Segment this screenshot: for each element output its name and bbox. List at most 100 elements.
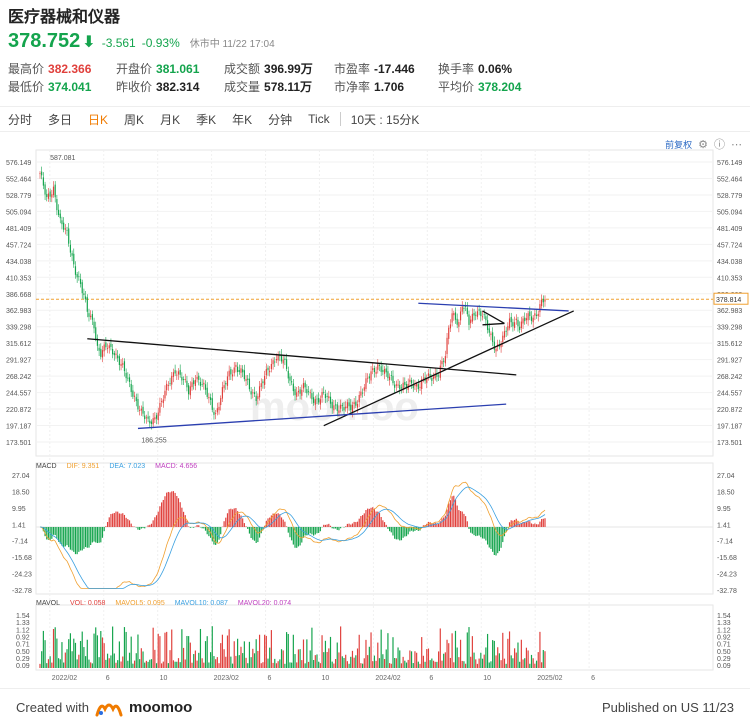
candle-body xyxy=(277,354,279,361)
high-label: 587.081 xyxy=(50,155,75,162)
candle-body xyxy=(270,364,272,370)
x-tick-label: 6 xyxy=(429,675,433,682)
stat-item: 市净率 1.706 xyxy=(334,78,438,96)
macd-tick-left: -15.68 xyxy=(12,555,32,562)
candle-body xyxy=(262,381,264,384)
candle-body xyxy=(112,349,114,355)
price-tick-left: 244.557 xyxy=(6,391,31,398)
candle-body xyxy=(503,331,506,338)
candle-body xyxy=(113,352,115,356)
mavol-legend-name: MAVOL xyxy=(36,599,60,607)
stat-item: 昨收价 382.314 xyxy=(116,78,224,96)
price-tick-right: 244.557 xyxy=(717,391,742,398)
candle-body xyxy=(133,395,136,397)
stats-row: 最低价 374.041 昨收价 382.314 成交量 578.11万 市净率 1.706 平均… xyxy=(8,78,748,96)
candle-body xyxy=(459,311,462,321)
candle-body xyxy=(218,406,220,411)
candle-body xyxy=(301,389,303,396)
candle-body xyxy=(235,364,237,367)
tab-5[interactable]: 季K xyxy=(196,112,217,127)
macd-tick-right: -15.68 xyxy=(717,555,737,562)
candle-body xyxy=(204,384,207,390)
gear-icon[interactable]: ⚙ xyxy=(698,138,708,151)
candle-body xyxy=(348,402,350,407)
candle-body xyxy=(91,314,93,320)
brand: Created with moomoo xyxy=(16,699,192,717)
candle-body xyxy=(448,327,450,339)
candle-body xyxy=(226,376,229,386)
dots-icon[interactable]: ⋯ xyxy=(731,138,742,151)
vol-tick-right: 0.92 xyxy=(717,634,731,641)
panel-frame xyxy=(35,462,714,595)
candle-body xyxy=(478,309,480,311)
candle-body xyxy=(289,376,291,381)
macd-tick-left: -24.23 xyxy=(12,572,32,579)
candle-body xyxy=(237,366,239,372)
stat-value: 396.99万 xyxy=(264,62,313,76)
candle-body xyxy=(167,385,169,386)
candle-body xyxy=(188,385,190,395)
price-tick-right: 220.872 xyxy=(717,407,742,414)
candle-body xyxy=(500,343,502,348)
candle-body xyxy=(228,370,230,377)
candle-body xyxy=(242,369,244,373)
tab-8[interactable]: Tick xyxy=(308,112,330,126)
candle-body xyxy=(105,342,107,348)
adjust-toggle[interactable]: 前复权 xyxy=(665,139,693,150)
price-tick-left: 552.464 xyxy=(6,176,31,183)
candle-body xyxy=(345,406,347,409)
price-tick-left: 528.779 xyxy=(6,193,31,200)
stat-value: 378.204 xyxy=(478,80,522,94)
candle-body xyxy=(358,394,360,403)
candle-body xyxy=(529,311,531,317)
tab-6[interactable]: 年K xyxy=(232,112,253,127)
candle-body xyxy=(253,392,256,395)
candle-body xyxy=(120,363,122,366)
candle-body xyxy=(250,391,252,395)
price-tick-right: 173.501 xyxy=(717,440,742,447)
candle-body xyxy=(206,387,208,397)
price-change: -3.561 xyxy=(101,36,136,50)
candle-body xyxy=(367,377,369,379)
vol-tick-right: 0.71 xyxy=(717,642,731,649)
tab-9[interactable]: 10天 : 15分K xyxy=(350,112,420,127)
candle-body xyxy=(79,278,82,284)
price-tick-right: 268.242 xyxy=(717,374,742,381)
candle-body xyxy=(534,313,536,316)
candle-body xyxy=(132,390,134,397)
candle-body xyxy=(81,282,83,294)
candle-body xyxy=(351,404,354,412)
header: 医疗器械和仪器 378.752 ⬇ -3.561 -0.93% 休市中 11/2… xyxy=(8,6,742,58)
candle-body xyxy=(103,344,105,352)
candle-body xyxy=(140,408,142,411)
candle-body xyxy=(115,353,117,355)
candle-body xyxy=(419,386,421,388)
tab-0[interactable]: 分时 xyxy=(8,112,33,127)
candle-body xyxy=(395,384,397,386)
tab-3[interactable]: 周K xyxy=(124,112,145,127)
price-tick-right: 315.612 xyxy=(717,341,742,348)
macd-tick-left: 9.95 xyxy=(12,506,26,513)
price-tick-right: 434.038 xyxy=(717,259,742,266)
tab-4[interactable]: 月K xyxy=(160,112,181,127)
info-icon[interactable]: ⓘ xyxy=(714,139,725,151)
candle-body xyxy=(184,379,186,380)
published-label: Published on US 11/23 xyxy=(601,700,734,715)
tab-7[interactable]: 分钟 xyxy=(268,112,293,127)
candle-body xyxy=(431,378,433,381)
tab-1[interactable]: 多日 xyxy=(48,112,73,127)
vol-tick-left: 0.92 xyxy=(16,634,30,641)
stat-label: 换手率 xyxy=(438,62,475,76)
price-tick-right: 552.464 xyxy=(717,176,742,183)
candle-body xyxy=(44,184,46,195)
candle-body xyxy=(233,367,235,374)
candle-body xyxy=(508,318,511,329)
candle-body xyxy=(74,266,77,275)
tab-2[interactable]: 日K xyxy=(88,112,109,127)
price-tick-right: 291.927 xyxy=(717,358,742,365)
candle-body xyxy=(392,375,394,384)
candle-body xyxy=(333,405,335,411)
candle-body xyxy=(171,375,173,385)
candle-body xyxy=(166,383,168,391)
stats-row: 最高价 382.366 开盘价 381.061 成交额 396.99万 市盈率 -17.446… xyxy=(8,60,748,78)
